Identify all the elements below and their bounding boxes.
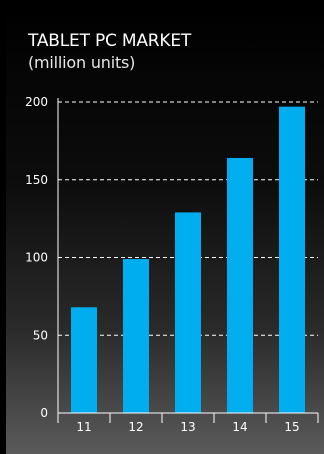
x-tick-label-13: 13 (180, 420, 195, 434)
x-tick-label-14: 14 (232, 420, 247, 434)
bar-14 (227, 157, 253, 413)
y-tick-label-100: 100 (25, 251, 48, 265)
y-tick-label-200: 200 (25, 95, 48, 109)
tick-labels: 0 50 100 150 200 11 12 13 14 15 (25, 95, 300, 434)
chart-title-block: TABLET PC MARKET (million units) (28, 30, 308, 74)
y-tick-label-150: 150 (25, 173, 48, 187)
chart-panel (6, 6, 324, 454)
x-tick-label-15: 15 (284, 420, 299, 434)
chart-subtitle: (million units) (28, 53, 136, 72)
x-tick-label-11: 11 (76, 420, 91, 434)
bar-12 (123, 259, 149, 413)
x-tick-label-12: 12 (128, 420, 143, 434)
y-tick-label-50: 50 (33, 328, 48, 342)
axes (57, 98, 319, 423)
bar-15 (279, 106, 305, 413)
chart-title: TABLET PC MARKET (28, 31, 192, 51)
y-tick-label-0: 0 (40, 406, 48, 420)
bar-13 (175, 212, 201, 413)
bar-11 (71, 307, 97, 413)
bars (71, 106, 305, 413)
